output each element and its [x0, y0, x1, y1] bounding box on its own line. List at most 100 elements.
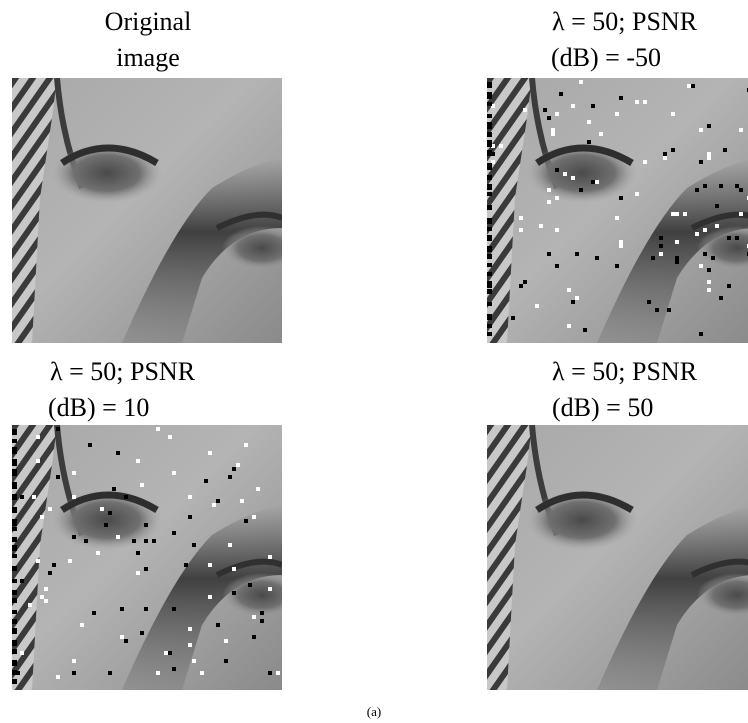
noise-pixel — [591, 180, 595, 184]
caption: Original — [105, 7, 192, 36]
noise-pixel — [12, 554, 17, 558]
noise-pixel — [144, 607, 148, 611]
noise-pixel — [663, 156, 667, 160]
noise-pixel — [519, 284, 523, 288]
noise-pixel — [667, 308, 671, 312]
noise-pixel — [635, 192, 639, 196]
noise-pixel — [40, 515, 44, 519]
noise-pixel — [172, 471, 176, 475]
noise-pixel — [551, 132, 555, 136]
noise-pixel — [12, 537, 17, 542]
noise-pixel — [156, 671, 160, 675]
noise-pixel — [72, 471, 76, 475]
noise-pixel — [571, 176, 575, 180]
noise-pixel — [727, 236, 731, 240]
noise-pixel — [204, 479, 208, 483]
noise-pixel — [567, 288, 571, 292]
noise-pixel — [707, 268, 711, 272]
noise-pixel — [136, 459, 140, 463]
noise-pixel — [188, 515, 192, 519]
noise-pixel — [659, 252, 663, 256]
noise-pixel — [683, 212, 687, 216]
noise-pixel — [487, 218, 492, 224]
noise-pixel — [487, 205, 492, 210]
noise-pixel — [487, 163, 492, 170]
noise-pixel — [44, 587, 48, 591]
noise-pixel — [256, 487, 260, 491]
noise-pixel — [707, 280, 711, 284]
noise-pixel — [12, 429, 17, 435]
noise-pixel — [16, 671, 20, 675]
noise-pixel — [703, 252, 707, 256]
noise-pixel — [208, 451, 212, 455]
noise-pixel — [491, 160, 495, 164]
noise-pixel — [591, 104, 595, 108]
noise-pixel — [491, 152, 495, 156]
noise-pixel — [120, 607, 124, 611]
noise-pixel — [112, 487, 116, 491]
noise-pixel — [739, 188, 743, 192]
noise-pixel — [224, 659, 228, 663]
noise-pixel — [12, 469, 17, 476]
noise-pixel — [579, 188, 583, 192]
noise-pixel — [579, 80, 583, 84]
noise-pixel — [172, 607, 176, 611]
noise-pixel — [208, 595, 212, 599]
noise-pixel — [168, 435, 172, 439]
noise-pixel — [228, 543, 232, 547]
noise-pixel — [136, 571, 140, 575]
noise-pixel — [248, 583, 252, 587]
noise-pixel — [12, 527, 17, 531]
noise-pixel — [735, 236, 739, 240]
noise-pixel — [595, 180, 599, 184]
noise-pixel — [487, 82, 492, 88]
noise-pixel — [707, 156, 711, 160]
noise-pixel — [519, 228, 523, 232]
noise-pixel — [487, 140, 492, 147]
noise-pixel — [268, 671, 272, 675]
caption: (dB) = 10 — [48, 393, 149, 422]
noise-pixel — [699, 128, 703, 132]
panel — [12, 78, 302, 343]
noise-pixel — [188, 495, 192, 499]
noise-pixel — [124, 495, 128, 499]
noise-pixel — [547, 252, 551, 256]
noise-pixel — [140, 483, 144, 487]
noise-pixel — [523, 108, 527, 112]
noise-pixel — [583, 328, 587, 332]
noise-pixel — [719, 296, 723, 300]
noise-pixel — [12, 590, 17, 595]
noise-pixel — [619, 240, 623, 244]
noise-pixel — [671, 212, 675, 216]
noise-pixel — [140, 631, 144, 635]
caption: λ = 50; PSNR — [50, 357, 196, 386]
noise-pixel — [116, 451, 120, 455]
noise-pixel — [68, 559, 72, 563]
noise-pixel — [487, 132, 492, 137]
noise-pixel — [491, 104, 495, 108]
noise-pixel — [563, 172, 567, 176]
noise-pixel — [599, 132, 603, 136]
image — [12, 425, 302, 690]
noise-pixel — [96, 551, 100, 555]
noise-pixel — [20, 651, 24, 655]
noise-pixel — [487, 289, 492, 294]
noise-pixel — [615, 264, 619, 268]
noise-pixel — [703, 184, 707, 188]
noise-pixel — [707, 124, 711, 128]
noise-pixel — [232, 567, 236, 571]
noise-pixel — [635, 100, 639, 104]
noise-pixel — [36, 559, 40, 563]
noise-pixel — [164, 651, 168, 655]
noise-pixel — [12, 610, 17, 614]
noise-pixel — [12, 566, 17, 571]
noise-pixel — [88, 443, 92, 447]
panel — [12, 425, 302, 690]
noise-pixel — [655, 308, 659, 312]
noise-pixel — [615, 112, 619, 116]
noise-pixel — [36, 459, 40, 463]
noise-pixel — [487, 175, 492, 180]
caption: λ = 50; PSNR — [552, 357, 698, 386]
noise-pixel — [252, 635, 256, 639]
